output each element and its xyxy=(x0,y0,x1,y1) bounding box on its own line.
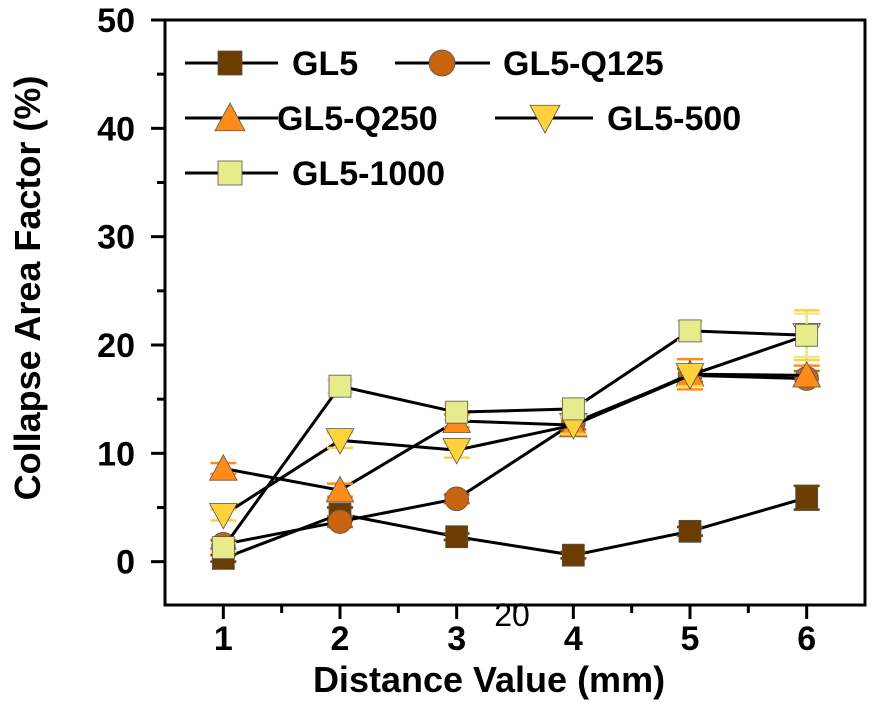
data-point xyxy=(445,525,469,549)
y-tick-label-0: 0 xyxy=(116,544,135,582)
data-point xyxy=(325,428,355,455)
data-point xyxy=(327,509,353,534)
y-tick-label-30: 30 xyxy=(97,219,135,257)
legend-marker xyxy=(217,50,243,76)
legend-marker xyxy=(217,160,243,186)
legend-marker xyxy=(428,49,456,77)
legend-item-gl5-500: GL5-500 xyxy=(495,100,741,138)
data-point xyxy=(442,437,472,465)
x-tick-label-6: 6 xyxy=(797,620,816,658)
data-point xyxy=(444,486,469,512)
y-tick-label-50: 50 xyxy=(97,2,135,40)
legend-marker xyxy=(529,104,561,134)
data-point xyxy=(675,363,705,390)
y-axis-title: Collapse Area Factor (%) xyxy=(7,76,48,501)
data-point xyxy=(445,400,469,424)
x-tick-label-1: 1 xyxy=(214,620,233,658)
series-layer xyxy=(208,309,822,570)
data-point xyxy=(678,519,702,543)
data-point xyxy=(795,486,819,510)
series-gl5-q250 xyxy=(208,357,822,503)
data-point xyxy=(208,453,238,481)
axes-layer xyxy=(163,18,867,607)
data-point xyxy=(328,374,352,398)
legend-label: GL5-500 xyxy=(607,100,741,138)
series-line xyxy=(222,496,808,560)
data-point xyxy=(208,502,238,530)
stray-annotation: 20 xyxy=(494,597,530,633)
x-tick-label-5: 5 xyxy=(681,620,700,658)
series-line xyxy=(222,329,807,549)
series-gl5-1000 xyxy=(210,312,820,559)
legend-marker xyxy=(214,102,246,132)
data-point xyxy=(795,323,819,347)
legend-item-gl5-1000: GL5-1000 xyxy=(185,155,445,193)
legend-item-gl5: GL5 xyxy=(185,45,358,83)
data-point xyxy=(211,536,235,559)
legend-label: GL5-Q250 xyxy=(277,100,438,138)
data-point xyxy=(561,543,585,567)
legend: GL5 GL5-Q125 GL5-Q250 GL5-500 GL5-1000 xyxy=(185,45,741,193)
x-tick-label-4: 4 xyxy=(564,620,583,658)
data-point xyxy=(678,319,702,343)
y-tick-label-20: 20 xyxy=(97,327,135,365)
legend-label: GL5-Q125 xyxy=(503,45,664,83)
series-line xyxy=(222,333,808,517)
y-tick-label-10: 10 xyxy=(97,435,135,473)
legend-label: GL5-1000 xyxy=(292,155,445,193)
data-point xyxy=(792,360,822,388)
data-point xyxy=(325,475,355,503)
plot-frame xyxy=(163,18,867,607)
x-tick-label-2: 2 xyxy=(331,620,350,658)
series-line xyxy=(223,372,807,492)
legend-item-gl5-q250: GL5-Q250 xyxy=(185,100,438,138)
x-tick-label-3: 3 xyxy=(447,620,466,658)
series-gl5-500 xyxy=(208,309,822,530)
data-point xyxy=(561,397,585,421)
ticks-layer: 1 2 3 4 5 6 0 10 20 30 40 50 xyxy=(97,2,816,658)
y-tick-label-40: 40 xyxy=(97,110,135,148)
x-axis-title: Distance Value (mm) xyxy=(313,659,665,700)
legend-label: GL5 xyxy=(292,45,358,83)
legend-item-gl5-q125: GL5-Q125 xyxy=(395,45,664,83)
